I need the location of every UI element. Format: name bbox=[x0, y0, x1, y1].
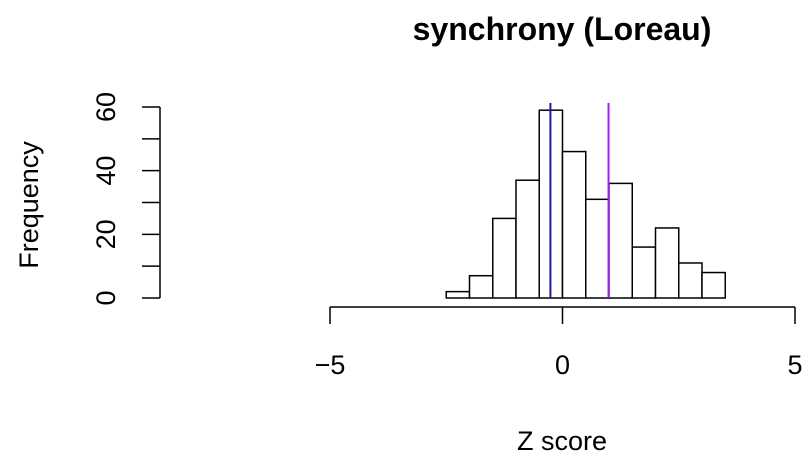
bar bbox=[701, 271, 726, 299]
y-tick-label: 0 bbox=[91, 290, 121, 305]
bar bbox=[492, 217, 517, 299]
bar bbox=[515, 179, 540, 299]
bar bbox=[445, 290, 471, 299]
bar bbox=[631, 246, 657, 299]
bar bbox=[678, 262, 703, 299]
bar bbox=[654, 227, 680, 299]
chart-title: synchrony (Loreau) bbox=[413, 11, 712, 47]
bar bbox=[585, 198, 610, 299]
y-tick-label: 60 bbox=[91, 92, 121, 122]
bar bbox=[561, 150, 587, 299]
y-tick-label: 20 bbox=[91, 219, 121, 249]
x-axis-label: Z score bbox=[517, 426, 607, 456]
bar bbox=[608, 182, 633, 299]
x-tick-label: 5 bbox=[787, 350, 802, 380]
y-axis-label: Frequency bbox=[14, 141, 44, 269]
x-tick-label: 0 bbox=[555, 350, 570, 380]
bar bbox=[468, 274, 494, 299]
y-tick-label: 40 bbox=[91, 156, 121, 186]
x-tick-label: −5 bbox=[315, 350, 346, 380]
